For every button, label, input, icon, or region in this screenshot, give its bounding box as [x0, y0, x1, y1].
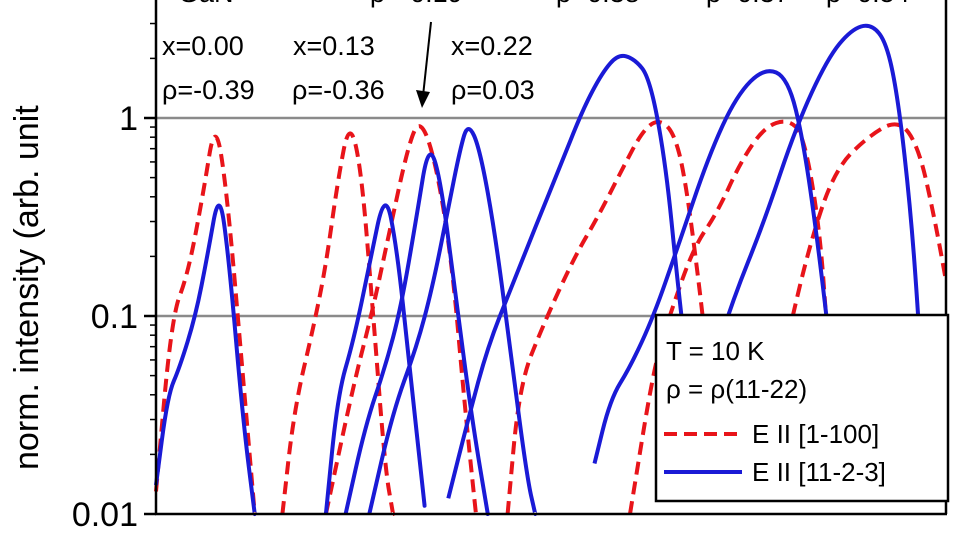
legend-entry-solid: E II [11-2-3]	[752, 457, 886, 487]
annotation-rho-top-mid: ρ=-0.19	[370, 0, 463, 8]
legend-temperature: T = 10 K	[666, 336, 765, 366]
legend-entry-dashed: E II [1-100]	[752, 419, 879, 449]
series-1-curve-1	[323, 203, 427, 515]
annotation-arrow	[416, 21, 432, 108]
annotation-rho-top-r2: ρ=0.37	[706, 0, 790, 8]
y-tick-label-2: 0.01	[72, 496, 138, 534]
annotation-x022: x=0.22	[451, 31, 533, 61]
annotation-x013: x=0.13	[293, 31, 375, 61]
annotation-rho036: ρ=-0.36	[292, 75, 385, 105]
annotation-rho003: ρ=0.03	[451, 75, 535, 105]
annotation-x000: x=0.00	[162, 31, 244, 61]
annotation-rho-top-r1: ρ=0.38	[556, 0, 640, 8]
series-0-curve-0	[154, 134, 257, 516]
annotation-rho-top-r3: ρ=0.54	[826, 0, 910, 8]
gridlines	[156, 116, 946, 318]
y-tick-label-1: 0.1	[91, 298, 138, 336]
y-ticks: 1 0.1 0.01	[72, 22, 156, 534]
legend-rho-definition: ρ = ρ(11-22)	[666, 374, 807, 404]
series-0-curve-1	[280, 131, 396, 516]
series-1-curve-3	[367, 127, 538, 517]
series-0-curve-2	[323, 124, 478, 516]
y-tick-label-0: 1	[119, 100, 138, 138]
legend: T = 10 K ρ = ρ(11-22) E II [1-100] E II …	[654, 313, 950, 503]
data-curves	[154, 23, 949, 517]
annotation-gan: GaN	[178, 0, 234, 8]
annotation-rho039: ρ=-0.39	[162, 75, 255, 105]
series-0-curve-3	[505, 120, 711, 515]
y-axis-label: norm. intensity (arb. unit	[8, 105, 46, 470]
series-1-curve-0	[154, 203, 257, 517]
series-1-curve-2	[343, 152, 490, 517]
